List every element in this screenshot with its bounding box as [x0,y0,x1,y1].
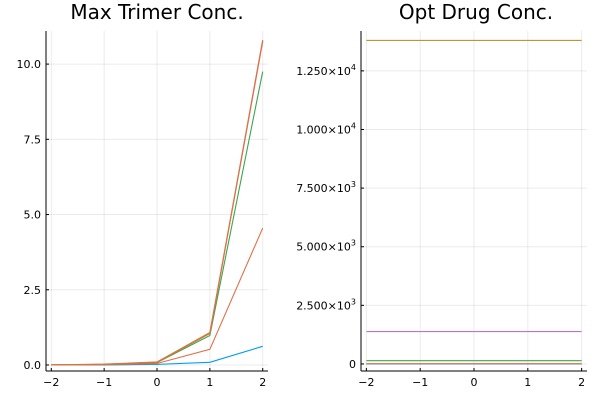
y-tick-label: 7.5 [24,133,42,146]
x-tick-label: −1 [412,376,428,389]
chart-title: Opt Drug Conc. [399,0,553,24]
x-tick-label: 0 [154,376,161,389]
y-tick-label: 7.500×103 [296,180,356,195]
y-tick-label: 1.250×104 [296,63,356,78]
panel-opt-drug: Opt Drug Conc. −2 −1 0 1 2 0 2.500×103 5.000×1… [296,0,587,389]
chart-title: Max Trimer Conc. [70,0,243,24]
grid [361,31,587,371]
series-group [51,39,264,366]
y-tick-label: 2.5 [24,284,42,297]
x-tick-label: 1 [524,376,531,389]
x-tick-labels: −2 −1 0 1 2 [43,376,266,389]
series-group [366,39,582,365]
y-tick-labels: 0.0 2.5 5.0 7.5 10.0 [17,58,42,372]
y-tick-label: 0.0 [24,359,42,372]
y-tick-label: 5.0 [24,209,42,222]
y-tick-label: 1.000×104 [296,121,356,136]
x-tick-label: −2 [358,376,374,389]
x-tick-label: 0 [471,376,478,389]
x-tick-labels: −2 −1 0 1 2 [358,376,585,389]
axes [360,31,587,372]
series-line-6 [51,39,264,366]
y-tick-label: 0 [349,358,356,371]
y-tick-label: 10.0 [17,58,42,71]
y-tick-label: 2.500×103 [296,297,356,312]
x-tick-label: −2 [43,376,59,389]
y-tick-labels: 0 2.500×103 5.000×103 7.500×103 1.000×104 1.2… [296,63,356,371]
x-tick-label: 2 [259,376,266,389]
x-tick-label: 2 [578,376,585,389]
x-tick-label: 1 [206,376,213,389]
x-tick-label: −1 [96,376,112,389]
panel-max-trimer: Max Trimer Conc. −2 −1 0 1 2 0.0 2.5 5.0 7.5 10.… [17,0,268,389]
axes [45,31,268,372]
grid [46,31,268,371]
y-tick-label: 5.000×103 [296,239,356,254]
